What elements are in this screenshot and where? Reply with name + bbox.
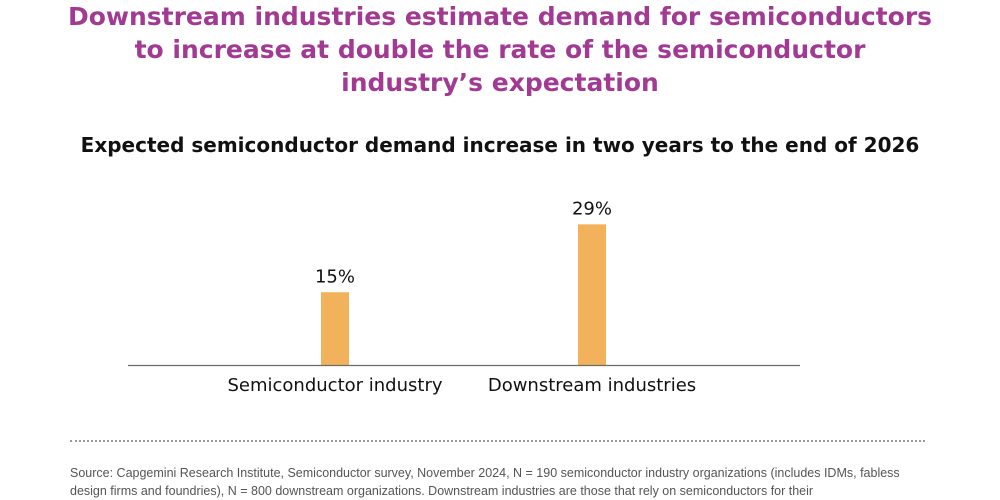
headline-line-2: to increase at double the rate of the se… (134, 35, 866, 64)
section-divider (70, 440, 925, 442)
category-label-2: Downstream industries (488, 375, 696, 396)
bar-chart: 15% Semiconductor industry 29% Downstream i… (128, 198, 800, 396)
category-label-1: Semiconductor industry (227, 375, 442, 396)
headline-line-3: industry’s expectation (341, 68, 659, 97)
bar-2 (578, 224, 606, 365)
chart-title: Expected semiconductor demand increase i… (80, 133, 920, 157)
source-note: Source: Capgemini Research Institute, Se… (70, 466, 900, 498)
headline-line-1: Downstream industries estimate demand fo… (67, 2, 933, 31)
data-label-1: 15% (315, 266, 355, 287)
data-label-2: 29% (572, 198, 612, 219)
bar-1 (321, 292, 349, 365)
headline: Downstream industries estimate demand fo… (0, 0, 1000, 99)
